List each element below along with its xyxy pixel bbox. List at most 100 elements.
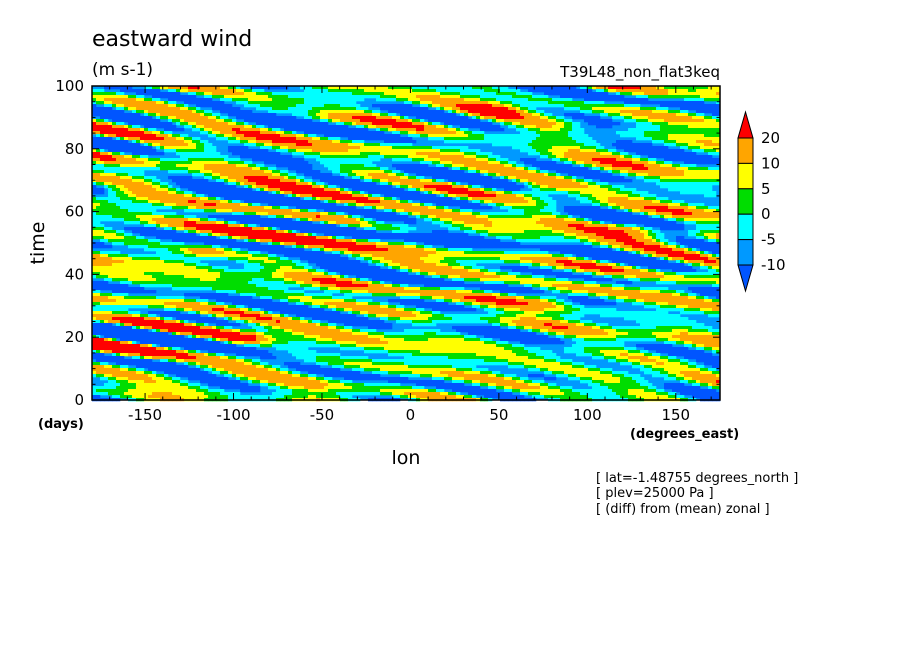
heatmap-cell	[184, 170, 189, 174]
heatmap-cell	[376, 194, 381, 198]
heatmap-cell	[136, 98, 141, 102]
heatmap-cell	[544, 164, 549, 168]
heatmap-cell	[676, 131, 681, 135]
heatmap-cell	[624, 161, 629, 165]
heatmap-cell	[576, 188, 581, 192]
heatmap-cell	[428, 116, 433, 120]
heatmap-cell	[560, 143, 565, 147]
heatmap-cell	[184, 140, 189, 144]
heatmap-cell	[592, 164, 597, 168]
heatmap-cell	[480, 128, 485, 132]
heatmap-cell	[212, 125, 217, 129]
heatmap-cell	[152, 131, 157, 135]
heatmap-cell	[484, 122, 489, 126]
heatmap-cell	[140, 152, 145, 156]
heatmap-cell	[632, 188, 637, 192]
heatmap-cell	[280, 185, 285, 189]
heatmap-cell	[396, 185, 401, 189]
heatmap-cell	[304, 143, 309, 147]
heatmap-cell	[172, 125, 177, 129]
heatmap-cell	[516, 191, 521, 195]
heatmap-cell	[460, 146, 465, 150]
heatmap-cell	[256, 128, 261, 132]
heatmap-cell	[448, 92, 453, 96]
heatmap-cell	[312, 137, 317, 141]
heatmap-cell	[584, 119, 589, 123]
heatmap-cell	[192, 149, 197, 153]
heatmap-cell	[508, 101, 513, 105]
heatmap-cell	[252, 164, 257, 168]
heatmap-cell	[420, 86, 425, 90]
heatmap-cell	[524, 98, 529, 102]
heatmap-cell	[684, 98, 689, 102]
heatmap-cell	[700, 185, 705, 189]
heatmap-cell	[108, 155, 113, 159]
heatmap-cell	[272, 134, 277, 138]
heatmap-cell	[240, 170, 245, 174]
heatmap-cell	[536, 176, 541, 180]
heatmap-cell	[608, 188, 613, 192]
heatmap-cell	[132, 179, 137, 183]
heatmap-cell	[416, 155, 421, 159]
heatmap-cell	[448, 161, 453, 165]
heatmap-cell	[120, 167, 125, 171]
heatmap-cell	[276, 191, 281, 195]
heatmap-cell	[348, 149, 353, 153]
heatmap-cell	[272, 146, 277, 150]
heatmap-cell	[484, 140, 489, 144]
heatmap-cell	[680, 131, 685, 135]
heatmap-cell	[552, 158, 557, 162]
heatmap-cell	[232, 182, 237, 186]
heatmap-cell	[536, 89, 541, 93]
heatmap-cell	[532, 128, 537, 132]
heatmap-cell	[180, 167, 185, 171]
heatmap-cell	[656, 95, 661, 99]
heatmap-cell	[248, 170, 253, 174]
heatmap-cell	[632, 131, 637, 135]
heatmap-cell	[504, 179, 509, 183]
heatmap-cell	[168, 161, 173, 165]
heatmap-cell	[288, 161, 293, 165]
heatmap-cell	[392, 143, 397, 147]
heatmap-cell	[184, 101, 189, 105]
heatmap-cell	[232, 191, 237, 195]
heatmap-cell	[248, 155, 253, 159]
heatmap-cell	[244, 116, 249, 120]
heatmap-cell	[176, 86, 181, 90]
heatmap-cell	[648, 86, 653, 90]
heatmap-cell	[100, 92, 105, 96]
heatmap-cell	[304, 182, 309, 186]
heatmap-cell	[608, 125, 613, 129]
heatmap-cell	[596, 92, 601, 96]
heatmap-cell	[520, 179, 525, 183]
heatmap-cell	[316, 185, 321, 189]
heatmap-cell	[336, 89, 341, 93]
heatmap-cell	[608, 107, 613, 111]
heatmap-cell	[488, 152, 493, 156]
heatmap-cell	[308, 188, 313, 192]
heatmap-cell	[664, 92, 669, 96]
heatmap-cell	[544, 161, 549, 165]
heatmap-cell	[332, 107, 337, 111]
heatmap-cell	[220, 131, 225, 135]
heatmap-cell	[188, 113, 193, 117]
heatmap-cell	[136, 182, 141, 186]
heatmap-cell	[292, 161, 297, 165]
heatmap-cell	[496, 161, 501, 165]
heatmap-cell	[188, 188, 193, 192]
heatmap-cell	[276, 134, 281, 138]
heatmap-cell	[644, 158, 649, 162]
heatmap-cell	[100, 152, 105, 156]
heatmap-cell	[100, 182, 105, 186]
heatmap-cell	[620, 161, 625, 165]
heatmap-cell	[652, 89, 657, 93]
heatmap-cell	[404, 173, 409, 177]
heatmap-cell	[628, 164, 633, 168]
heatmap-cell	[484, 113, 489, 117]
heatmap-cell	[132, 137, 137, 141]
heatmap-cell	[452, 110, 457, 114]
heatmap-cell	[120, 98, 125, 102]
heatmap-cell	[296, 119, 301, 123]
heatmap-cell	[268, 101, 273, 105]
heatmap-cell	[416, 149, 421, 153]
